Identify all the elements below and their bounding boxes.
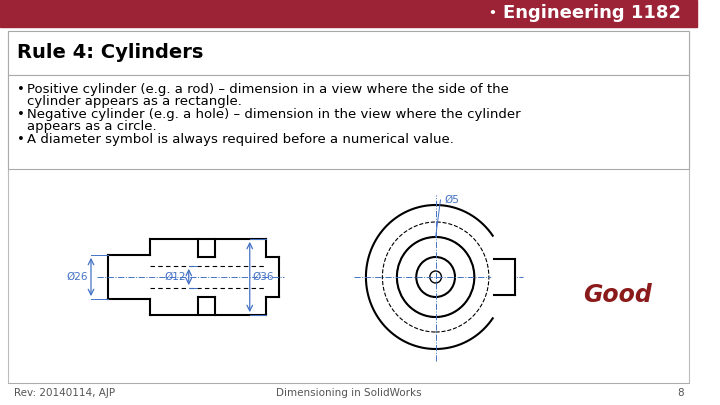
- Text: Engineering 1182: Engineering 1182: [503, 4, 681, 23]
- Bar: [8, 31, 689, 75]
- Text: •: •: [17, 108, 25, 121]
- Text: Good: Good: [583, 283, 652, 307]
- Text: Negative cylinder (e.g. a hole) – dimension in the view where the cylinder: Negative cylinder (e.g. a hole) – dimens…: [27, 108, 521, 121]
- Text: cylinder appears as a rectangle.: cylinder appears as a rectangle.: [27, 95, 242, 108]
- Text: Ø26: Ø26: [66, 272, 88, 282]
- Text: 8: 8: [677, 388, 683, 398]
- Text: •: •: [17, 83, 25, 96]
- Text: •: •: [488, 7, 495, 20]
- Text: A diameter symbol is always required before a numerical value.: A diameter symbol is always required bef…: [27, 133, 454, 146]
- Bar: [8, 31, 689, 383]
- Text: Ø12: Ø12: [164, 272, 186, 282]
- Bar: [8, 75, 689, 169]
- Bar: [494, 259, 515, 295]
- Text: appears as a circle.: appears as a circle.: [27, 120, 157, 133]
- Text: Rev: 20140114, AJP: Rev: 20140114, AJP: [14, 388, 114, 398]
- Text: •: •: [17, 133, 25, 146]
- Bar: [0, 0, 697, 27]
- Text: Ø36: Ø36: [253, 272, 274, 282]
- Text: Positive cylinder (e.g. a rod) – dimension in a view where the side of the: Positive cylinder (e.g. a rod) – dimensi…: [27, 83, 509, 96]
- Text: Rule 4: Cylinders: Rule 4: Cylinders: [17, 43, 204, 62]
- Text: Ø5: Ø5: [444, 195, 459, 205]
- Text: Dimensioning in SolidWorks: Dimensioning in SolidWorks: [276, 388, 421, 398]
